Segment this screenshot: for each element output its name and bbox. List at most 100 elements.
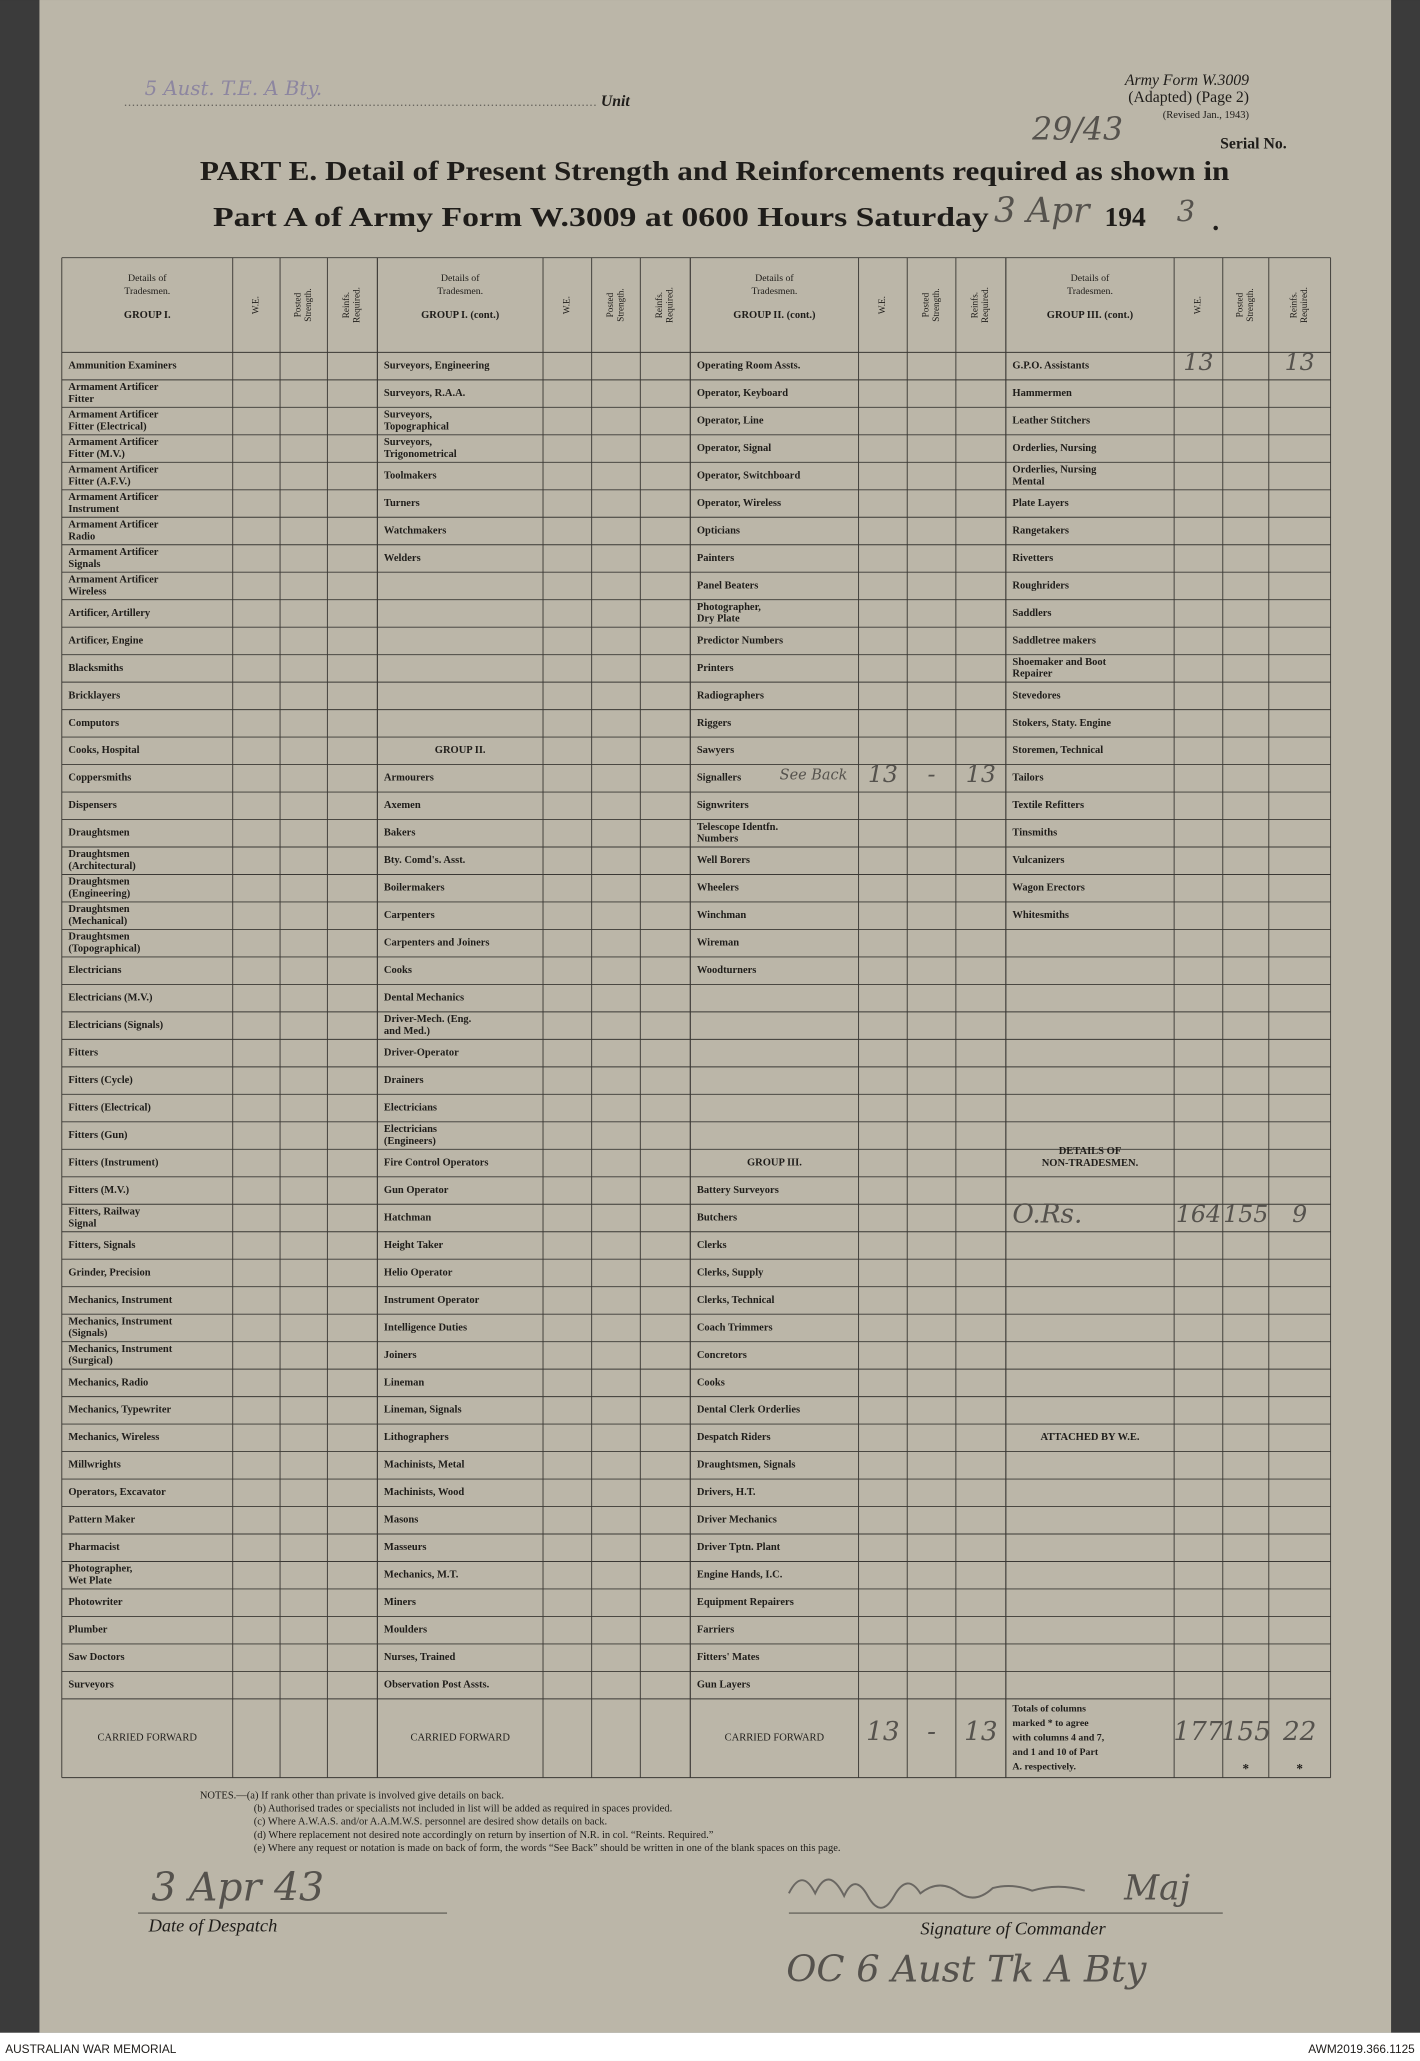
row-label: Surveyors — [68, 1680, 114, 1691]
year-handwritten: 3 — [1177, 194, 1195, 228]
section-title: Details of — [128, 273, 167, 284]
row-label: Bricklayers — [68, 690, 120, 701]
signature-label: Signature of Commander — [920, 1918, 1106, 1938]
row-label: Toolmakers — [384, 470, 437, 481]
unit-handwritten: 5 Aust. T.E. A Bty. — [145, 77, 323, 100]
row-label: Draughtsmen, Signals — [697, 1460, 796, 1471]
row-label: Draughtsmen — [68, 828, 129, 839]
serial-handwritten: 29/43 — [1031, 112, 1123, 148]
row-label: Concretors — [697, 1350, 747, 1361]
row-label-handwritten: O.Rs. — [1012, 1199, 1082, 1229]
row-label: Dental Mechanics — [384, 993, 464, 1004]
date-handwritten: 3 Apr — [994, 191, 1092, 231]
row-label: Draughtsmen — [68, 904, 129, 915]
column-header: Posted — [1235, 292, 1245, 317]
section-title: Details of — [1071, 273, 1110, 284]
row-label: Operator, Wireless — [697, 498, 781, 509]
row-label: (Engineers) — [384, 1136, 436, 1147]
row-label: Electricians — [384, 1102, 437, 1113]
carried-forward-value: 155 — [1221, 1717, 1271, 1747]
row-label: Fitter (Electrical) — [68, 421, 147, 432]
row-label: Welders — [384, 553, 421, 564]
row-label: Fitters (Electrical) — [68, 1102, 151, 1113]
row-label: Fitters (Cycle) — [68, 1075, 133, 1086]
carried-forward-value: - — [927, 1717, 936, 1747]
row-label: Signal — [68, 1218, 96, 1229]
cell-value: 155 — [1223, 1200, 1268, 1228]
row-label: Radio — [68, 531, 95, 542]
commander-handwritten: OC 6 Aust Tk A Bty — [786, 1948, 1147, 1991]
year-end: . — [1212, 205, 1219, 236]
row-label: Electricians — [384, 1124, 437, 1135]
column-header: Reinfs. — [341, 292, 351, 318]
row-label: Wet Plate — [68, 1576, 112, 1587]
row-label: Battery Surveyors — [697, 1185, 779, 1196]
row-label: Operating Room Assts. — [697, 361, 801, 372]
title-line-2: Part A of Army Form W.3009 at 0600 Hours… — [213, 201, 989, 232]
unit-label: Unit — [601, 93, 631, 110]
row-label: Signallers — [697, 773, 741, 784]
carried-forward-label: CARRIED FORWARD — [725, 1733, 825, 1744]
row-label: Armament Artificer — [68, 574, 158, 585]
row-label: Artificer, Artillery — [68, 608, 151, 619]
column-header: Strength. — [303, 288, 313, 321]
form-number: Army Form W.3009 — [1124, 72, 1249, 89]
totals-note: marked * to agree — [1012, 1718, 1089, 1729]
row-label: Painters — [697, 553, 734, 564]
row-label: Nurses, Trained — [384, 1652, 456, 1663]
row-label: Mechanics, Instrument — [68, 1295, 172, 1306]
row-label: Surveyors, — [384, 410, 432, 421]
row-label: (Mechanical) — [68, 916, 127, 927]
row-label: Joiners — [384, 1350, 417, 1361]
carried-forward-value: 22 — [1282, 1717, 1316, 1747]
row-label: Farriers — [697, 1625, 734, 1636]
totals-note: A. respectively. — [1012, 1761, 1076, 1772]
row-label: Photographer, — [68, 1564, 132, 1575]
row-label: and Med.) — [384, 1026, 431, 1037]
row-label: Roughriders — [1012, 580, 1069, 591]
row-label: Millwrights — [68, 1460, 121, 1471]
row-label: Clerks, Technical — [697, 1295, 775, 1306]
row-label: Observation Post Assts. — [384, 1680, 490, 1691]
row-label: Intelligence Duties — [384, 1322, 467, 1333]
row-label: Axemen — [384, 800, 421, 811]
row-label: Saddletree makers — [1012, 635, 1096, 646]
row-label: Machinists, Wood — [384, 1487, 464, 1498]
row-label: Armament Artificer — [68, 410, 158, 421]
column-header: Reinfs. — [970, 292, 980, 318]
row-label: Fitters (Gun) — [68, 1130, 128, 1141]
row-label: Fitter (M.V.) — [68, 449, 125, 460]
note: (b) Authorised trades or specialists not… — [254, 1804, 672, 1815]
row-label: Cooks — [697, 1377, 725, 1388]
row-label: Wireless — [68, 586, 106, 597]
row-label: Armament Artificer — [68, 492, 158, 503]
row-label: Carpenters and Joiners — [384, 938, 490, 949]
section-title: GROUP I. — [124, 310, 171, 321]
row-label: Photographer, — [697, 602, 761, 613]
row-label: Instrument Operator — [384, 1295, 480, 1306]
row-label: Instrument — [68, 504, 119, 515]
paper — [39, 0, 1392, 2033]
serial-label: Serial No. — [1220, 135, 1287, 152]
row-label: Dry Plate — [697, 614, 740, 625]
row-label: Draughtsmen — [68, 849, 129, 860]
row-label: Operator, Keyboard — [697, 388, 788, 399]
cell-value: 13 — [1285, 348, 1315, 376]
row-label: Operator, Switchboard — [697, 470, 801, 481]
row-label: Armament Artificer — [68, 547, 158, 558]
column-header: W.E. — [250, 296, 260, 314]
row-label: (Signals) — [68, 1328, 108, 1339]
carried-forward-value: 13 — [866, 1717, 899, 1747]
cell-value: 13 — [868, 760, 898, 788]
row-label: Textile Refitters — [1012, 800, 1084, 811]
row-label: Surveyors, R.A.A. — [384, 388, 466, 399]
row-label: Repairer — [1012, 669, 1052, 680]
form-adapted: (Adapted) (Page 2) — [1128, 89, 1249, 106]
row-label: Surveyors, Engineering — [384, 361, 490, 372]
row-label: Panel Beaters — [697, 580, 759, 591]
column-header: Required. — [1299, 287, 1309, 323]
row-label: Carpenters — [384, 910, 435, 921]
row-label: Storemen, Technical — [1012, 745, 1103, 756]
section-title: GROUP II. (cont.) — [733, 310, 816, 321]
totals-note: and 1 and 10 of Part — [1012, 1747, 1098, 1758]
